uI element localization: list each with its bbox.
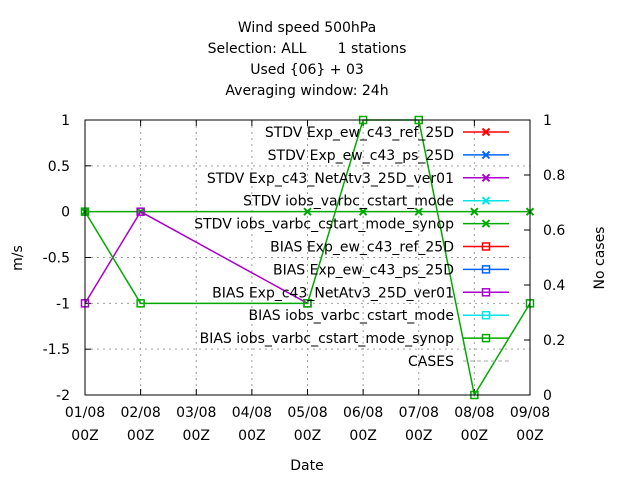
chart-title: Wind speed 500hPa Selection: ALL 1 statio… — [208, 20, 407, 99]
legend: STDV Exp_ew_c43_ref_25D STDV Exp_ew_c43_p… — [194, 125, 509, 370]
x-tick-label-time: 00Z — [461, 428, 488, 444]
y2-axis-ticks: 1 0.8 0.6 0.4 0.2 0 — [524, 113, 565, 404]
data-point — [303, 207, 312, 216]
y-tick-label: -0.5 — [43, 251, 70, 267]
legend-label: STDV iobs_varbc_cstart_mode_synop — [194, 217, 454, 233]
legend-marker — [481, 219, 491, 228]
plot-frame — [84, 119, 531, 396]
x-axis-ticks: 01/08 00Z 02/08 00Z 03/08 00Z 04/08 00Z 05/08 00Z… — [65, 120, 550, 444]
legend-label: BIAS Exp_c43_NetAtv3_25D_ver01 — [212, 285, 454, 301]
x-tick-label-time: 00Z — [405, 428, 432, 444]
y-axis-label: m/s — [10, 245, 26, 271]
data-point — [358, 207, 368, 216]
data-point — [303, 299, 312, 308]
x-tick-label-date: 08/08 — [454, 405, 494, 421]
data-point — [414, 207, 423, 216]
legend-label: STDV Exp_ew_c43_ref_25D — [265, 125, 454, 141]
series-line — [84, 210, 308, 304]
y-tick-label: -2 — [56, 388, 70, 404]
y2-axis-label: No cases — [592, 227, 608, 290]
y2-tick-label: 0.4 — [543, 278, 565, 294]
legend-label: STDV Exp_ew_c43_ps_25D — [268, 148, 454, 164]
legend-marker — [481, 333, 491, 343]
legend-marker — [481, 196, 491, 205]
legend-label: CASES — [408, 354, 454, 370]
x-tick-label-time: 00Z — [516, 428, 543, 444]
y-tick-label: -1 — [56, 296, 70, 312]
x-tick-label-date: 03/08 — [176, 405, 216, 421]
title-line: Wind speed 500hPa — [238, 20, 376, 36]
y-tick-label: -1.5 — [43, 342, 70, 358]
x-tick-label-date: 06/08 — [343, 405, 383, 421]
legend-marker — [481, 150, 491, 160]
legend-label: BIAS Exp_ew_c43_ref_25D — [270, 240, 454, 256]
x-tick-label-date: 09/08 — [510, 405, 550, 421]
legend-marker — [481, 265, 491, 274]
legend-marker — [481, 310, 491, 320]
y-tick-label: 0.5 — [48, 159, 70, 175]
x-tick-label-time: 00Z — [127, 428, 154, 444]
legend-marker — [481, 242, 491, 251]
legend-label: STDV iobs_varbc_cstart_mode — [243, 194, 454, 210]
y2-tick-label: 1 — [543, 113, 552, 129]
legend-marker — [481, 173, 491, 183]
y2-tick-label: 0.6 — [543, 223, 565, 239]
x-tick-label-date: 05/08 — [287, 405, 327, 421]
y-axis-ticks: 1 0.5 0 -0.5 -1 -1.5 -2 — [43, 113, 91, 404]
x-tick-label-date: 01/08 — [65, 405, 105, 421]
legend-label: BIAS Exp_ew_c43_ps_25D — [273, 262, 454, 278]
data-point — [136, 207, 145, 216]
x-tick-label-time: 00Z — [183, 428, 210, 444]
y2-tick-label: 0 — [543, 388, 552, 404]
x-tick-label-time: 00Z — [238, 428, 265, 444]
x-tick-label-date: 04/08 — [232, 405, 272, 421]
title-line: Used {06} + 03 — [250, 62, 364, 78]
title-line: Selection: ALL 1 stations — [208, 41, 407, 57]
x-tick-label-date: 02/08 — [120, 405, 160, 421]
y2-tick-label: 0.2 — [543, 333, 565, 349]
y-tick-label: 0 — [61, 205, 70, 221]
legend-label: BIAS iobs_varbc_cstart_mode — [249, 308, 455, 324]
data-point — [470, 207, 479, 216]
y2-tick-label: 0.8 — [543, 168, 565, 184]
x-tick-label-time: 00Z — [71, 428, 98, 444]
x-axis-label: Date — [290, 458, 323, 474]
data-point — [136, 299, 145, 308]
y-tick-label: 1 — [61, 113, 70, 129]
legend-marker — [481, 127, 491, 137]
x-tick-label-time: 00Z — [294, 428, 321, 444]
title-line: Averaging window: 24h — [225, 83, 388, 99]
legend-label: STDV Exp_c43_NetAtv3_25D_ver01 — [207, 171, 454, 187]
x-tick-label-time: 00Z — [349, 428, 376, 444]
legend-marker — [481, 288, 491, 297]
x-tick-label-date: 07/08 — [399, 405, 439, 421]
legend-label: BIAS iobs_varbc_cstart_mode_synop — [200, 331, 455, 347]
